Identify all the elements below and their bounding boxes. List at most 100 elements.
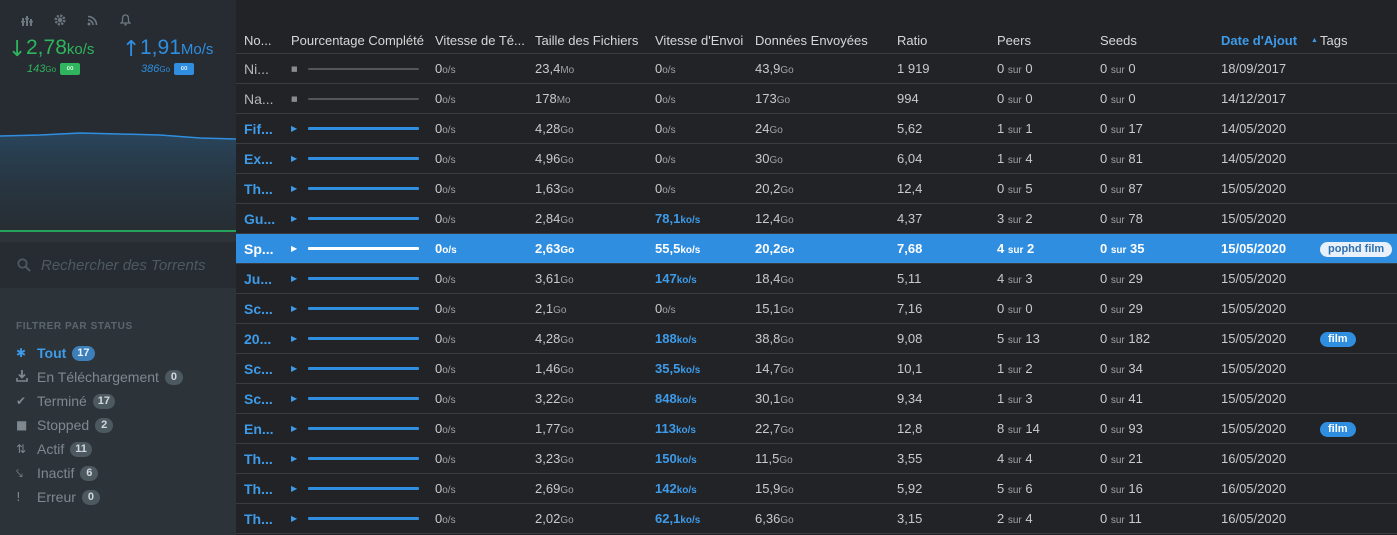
table-row[interactable]: Sc... ▶ 0o/s 1,46Go 35,5ko/s 14,7Go 10,1 1 sur … — [236, 354, 1397, 384]
torrent-name[interactable]: Sc... — [244, 390, 273, 407]
upload-speed-cell: 147ko/s — [655, 271, 697, 286]
table-row[interactable]: Th... ▶ 0o/s 1,63Go 0o/s 20,2Go 12,4 0 sur 5 0 s… — [236, 174, 1397, 204]
exclamation-icon: ! — [16, 490, 21, 504]
torrent-name[interactable]: Th... — [244, 450, 273, 467]
table-row[interactable]: Ni... ■ 0o/s 23,4Mo 0o/s 43,9Go 1 919 0 sur 0 0 … — [236, 54, 1397, 84]
table-row[interactable]: Fif... ▶ 0o/s 4,28Go 0o/s 24Go 5,62 1 sur 1 0 su… — [236, 114, 1397, 144]
torrent-name[interactable]: Th... — [244, 480, 273, 497]
peers-cell: 8 sur 14 — [997, 421, 1040, 436]
header-date-added[interactable]: Date d'Ajout ▲ — [1221, 33, 1318, 48]
header-download-speed[interactable]: Vitesse de Té... — [435, 33, 525, 48]
filter-count: 2 — [95, 417, 114, 433]
uploaded-cell: 22,7Go — [755, 421, 794, 436]
download-speed-cell: 0o/s — [435, 241, 457, 256]
header-uploaded[interactable]: Données Envoyées — [755, 33, 868, 48]
torrent-name[interactable]: Ni... — [244, 60, 269, 77]
header-upload-speed[interactable]: Vitesse d'Envoi — [655, 33, 744, 48]
date-added-cell: 18/09/2017 — [1221, 61, 1287, 76]
filter-active[interactable]: ⇅ Actif 11 — [16, 437, 183, 461]
download-speed-cell: 0o/s — [435, 481, 456, 496]
table-row[interactable]: Th... ▶ 0o/s 2,02Go 62,1ko/s 6,36Go 3,15 2 sur … — [236, 504, 1397, 534]
play-icon: ▶ — [291, 424, 298, 433]
filter-downloading[interactable]: En Téléchargement 0 — [16, 365, 183, 389]
filter-completed[interactable]: ✔ Terminé 17 — [16, 389, 183, 413]
torrent-name[interactable]: Ex... — [244, 150, 273, 167]
header-size[interactable]: Taille des Fichiers — [535, 33, 639, 48]
play-icon: ▶ — [291, 394, 298, 403]
filter-stopped[interactable]: ■ Stopped 2 — [16, 413, 183, 437]
search-input[interactable] — [41, 256, 226, 274]
table-row[interactable]: 20... ▶ 0o/s 4,28Go 188ko/s 38,8Go 9,08 5 sur 1… — [236, 324, 1397, 354]
seeds-cell: 0 sur 35 — [1100, 241, 1145, 256]
header-name[interactable]: No... — [244, 33, 272, 48]
progress-bar — [308, 487, 419, 490]
torrent-name[interactable]: En... — [244, 420, 274, 437]
torrent-name[interactable]: Sc... — [244, 300, 273, 317]
tag-badge[interactable]: film — [1320, 422, 1356, 437]
download-limit-badge[interactable]: ∞ — [60, 63, 81, 75]
ratio-cell: 10,1 — [897, 361, 923, 376]
torrent-name[interactable]: Fif... — [244, 120, 273, 137]
progress-bar — [308, 187, 419, 190]
ratio-cell: 5,62 — [897, 121, 923, 136]
torrent-name[interactable]: Th... — [244, 510, 273, 527]
search-bar[interactable] — [0, 242, 236, 288]
tag-badge[interactable]: film — [1320, 332, 1356, 347]
size-cell: 1,46Go — [535, 361, 574, 376]
date-added-cell: 16/05/2020 — [1221, 451, 1287, 466]
filter-inactive[interactable]: ⤥ Inactif 6 — [16, 461, 183, 485]
torrent-name[interactable]: Ju... — [244, 270, 273, 287]
filter-all[interactable]: ✱ Tout 17 — [16, 341, 183, 365]
table-row[interactable]: En... ▶ 0o/s 1,77Go 113ko/s 22,7Go 12,8 8 sur 1… — [236, 414, 1397, 444]
upload-arrow-icon: ↑ — [122, 37, 141, 62]
bell-icon[interactable] — [109, 12, 142, 28]
size-cell: 2,63Go — [535, 241, 575, 256]
upload-limit-badge[interactable]: ∞ — [174, 63, 195, 75]
check-icon: ✔ — [16, 394, 27, 408]
table-row[interactable]: Na... ■ 0o/s 178Mo 0o/s 173Go 994 0 sur 0 0 sur … — [236, 84, 1397, 114]
filter-label: Tout — [37, 345, 67, 361]
header-tags[interactable]: Tags — [1320, 33, 1348, 48]
download-speed-unit: ko/s — [66, 41, 95, 58]
upload-speed-cell: 62,1ko/s — [655, 511, 701, 526]
header-progress[interactable]: Pourcentage Complété — [291, 33, 424, 48]
download-total: 143 — [27, 63, 46, 75]
play-icon: ▶ — [291, 454, 298, 463]
size-cell: 2,69Go — [535, 481, 574, 496]
table-row[interactable]: Th... ▶ 0o/s 2,69Go 142ko/s 15,9Go 5,92 5 sur 6… — [236, 474, 1397, 504]
header-ratio[interactable]: Ratio — [897, 33, 928, 48]
table-row[interactable]: Sc... ▶ 0o/s 2,1Go 0o/s 15,1Go 7,16 0 sur 0 0 su… — [236, 294, 1397, 324]
stopped-icon: ■ — [291, 94, 298, 103]
progress-bar — [308, 337, 419, 340]
header-seeds[interactable]: Seeds — [1100, 33, 1137, 48]
torrent-name[interactable]: Na... — [244, 90, 274, 107]
torrent-name[interactable]: Th... — [244, 180, 273, 197]
play-icon: ▶ — [291, 334, 298, 343]
table-row[interactable]: Gu... ▶ 0o/s 2,84Go 78,1ko/s 12,4Go 4,37 3 sur … — [236, 204, 1397, 234]
equalizer-icon[interactable] — [10, 12, 43, 28]
header-peers[interactable]: Peers — [997, 33, 1031, 48]
uploaded-cell: 173Go — [755, 91, 791, 106]
progress-bar — [308, 67, 419, 70]
torrent-name[interactable]: Sp... — [244, 240, 274, 257]
table-row[interactable]: Ex... ▶ 0o/s 4,96Go 0o/s 30Go 6,04 1 sur 4 0 sur… — [236, 144, 1397, 174]
upload-speed-cell: 113ko/s — [655, 421, 696, 436]
torrent-name[interactable]: Gu... — [244, 210, 276, 227]
peers-cell: 4 sur 3 — [997, 271, 1033, 286]
tag-badge[interactable]: pophd film — [1320, 242, 1393, 257]
filter-label: Erreur — [37, 489, 76, 505]
gear-icon[interactable] — [43, 12, 76, 28]
uploaded-cell: 6,36Go — [755, 511, 794, 526]
filter-count: 0 — [81, 489, 100, 505]
progress-bar — [308, 367, 419, 370]
date-added-cell: 15/05/2020 — [1221, 361, 1287, 376]
torrent-name[interactable]: Sc... — [244, 360, 273, 377]
table-row[interactable]: Sp... ▶ 0o/s 2,63Go 55,5ko/s 20,2Go 7,68 4 sur … — [236, 234, 1397, 264]
rss-icon[interactable] — [76, 12, 109, 28]
play-icon: ▶ — [291, 154, 298, 163]
table-row[interactable]: Th... ▶ 0o/s 3,23Go 150ko/s 11,5Go 3,55 4 sur 4… — [236, 444, 1397, 474]
filter-error[interactable]: ! Erreur 0 — [16, 485, 183, 509]
torrent-name[interactable]: 20... — [244, 330, 272, 347]
table-row[interactable]: Sc... ▶ 0o/s 3,22Go 848ko/s 30,1Go 9,34 1 sur 3… — [236, 384, 1397, 414]
table-row[interactable]: Ju... ▶ 0o/s 3,61Go 147ko/s 18,4Go 5,11 4 sur 3… — [236, 264, 1397, 294]
